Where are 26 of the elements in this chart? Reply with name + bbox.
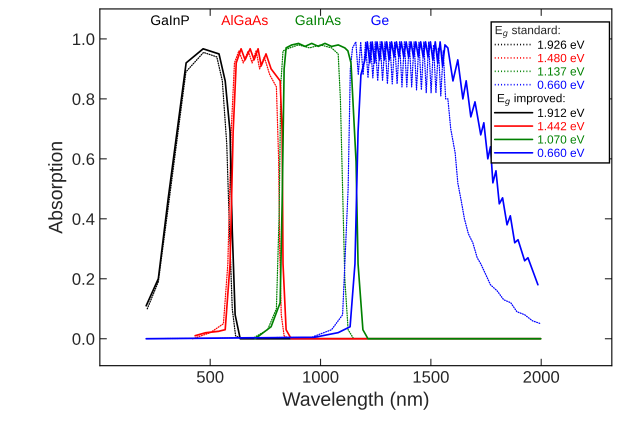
annotation: E$_{g}$ improved: — [498, 94, 565, 106]
legend-label: 1.912 eV — [538, 108, 584, 117]
annotation: GaInAs — [295, 15, 341, 26]
y-tick-label: 0.2 — [72, 273, 94, 285]
legend-label: 0.660 eV — [538, 80, 584, 89]
annotation: Ge — [371, 15, 389, 26]
x-tick-label: 500 — [196, 371, 224, 383]
x-tick-label: 1500 — [414, 371, 449, 383]
legend-label: 1.926 eV — [538, 40, 584, 49]
y-tick-label: 0.8 — [72, 93, 94, 106]
legend-label: 1.137 eV — [538, 67, 584, 76]
legend-label: 1.070 eV — [538, 135, 584, 144]
y-tick-label: 0.6 — [72, 153, 94, 166]
y-tick-label: 0.4 — [72, 213, 95, 226]
x-tick-label: 2000 — [524, 371, 560, 383]
legend-label: 1.480 eV — [538, 54, 584, 62]
legend-title: E$_{g}$ standard: — [496, 26, 560, 38]
annotation: AlGaAs — [221, 14, 268, 26]
y-tick-label: 0.0 — [72, 333, 94, 345]
y-axis-title: Absorption — [48, 142, 66, 234]
legend-label: 0.660 eV — [538, 148, 584, 158]
y-tick-label: 1.0 — [73, 33, 94, 46]
x-axis-title: Wavelength (nm) — [282, 392, 428, 410]
legend-label: 1.442 eV — [538, 122, 584, 130]
x-tick-label: 1000 — [303, 371, 338, 383]
annotation: GaInP — [151, 15, 189, 26]
